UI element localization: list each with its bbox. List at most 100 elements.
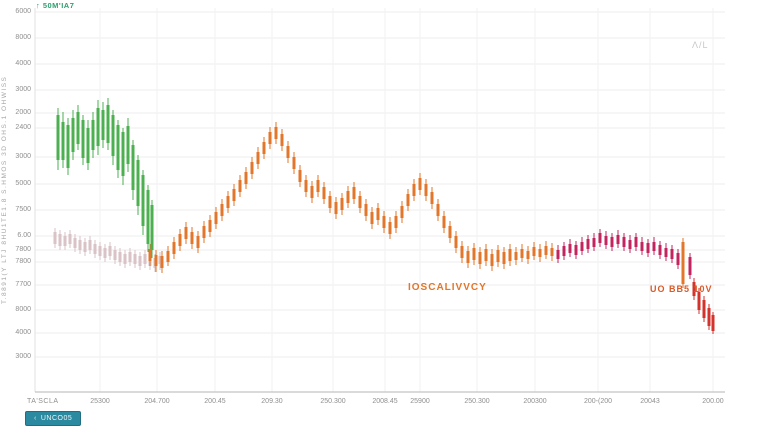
candle-body — [96, 108, 100, 146]
candle-body — [150, 205, 154, 250]
y-tick-label: 3000 — [15, 86, 31, 93]
candle-body — [322, 187, 326, 199]
candle-body — [280, 134, 284, 146]
timeframe-button-label: UNCO05 — [40, 414, 73, 422]
x-tick-label: 20043 — [640, 398, 660, 405]
candle-body — [108, 246, 112, 256]
y-tick-label: 3000 — [15, 353, 31, 360]
candle-body — [123, 254, 127, 264]
y-tick-label: 6000 — [15, 8, 31, 15]
candle-body — [262, 142, 266, 154]
candle-body — [81, 120, 85, 158]
candle-body — [116, 125, 120, 170]
candle-body — [352, 187, 356, 199]
candle-body — [364, 204, 368, 216]
candle-body — [128, 252, 132, 262]
candle-body — [61, 122, 65, 160]
candle-body — [586, 239, 590, 249]
candle-body — [226, 196, 230, 208]
ticker-label: ↑ 50M'IA7 — [36, 1, 75, 10]
candle-body — [316, 180, 320, 192]
chart-annotation: IOSCALIVVCY — [408, 282, 487, 293]
candle-body — [328, 196, 332, 208]
candle-body — [160, 256, 164, 268]
candle-body — [141, 175, 145, 226]
series-orange — [148, 122, 685, 288]
y-tick-label: 7800 — [15, 258, 31, 265]
y-tick-label: 3000 — [15, 153, 31, 160]
candle-body — [406, 194, 410, 206]
candle-body — [53, 232, 57, 244]
candle-body — [592, 238, 596, 247]
candle-body — [232, 189, 236, 201]
candle-body — [158, 256, 162, 264]
candle-body — [76, 112, 80, 144]
candle-body — [78, 240, 82, 250]
y-tick-label: 2400 — [15, 124, 31, 131]
candle-body — [304, 180, 308, 192]
candle-body — [202, 226, 206, 238]
series-red — [692, 278, 715, 334]
candle-body — [146, 190, 150, 244]
y-tick-label: 7700 — [15, 281, 31, 288]
candle-body — [514, 252, 518, 260]
candle-body — [692, 282, 696, 296]
candle-body — [148, 249, 152, 261]
y-tick-label: 4000 — [15, 60, 31, 67]
candle-body — [532, 247, 536, 256]
candle-body — [131, 145, 135, 190]
candle-body — [707, 308, 711, 326]
candle-body — [688, 257, 692, 275]
candle-body — [697, 292, 701, 310]
candle-body — [460, 246, 464, 258]
y-tick-label: 7500 — [15, 206, 31, 213]
candle-body — [568, 244, 572, 253]
candle-body — [143, 254, 147, 264]
candle-body — [310, 186, 314, 198]
candle-body — [83, 242, 87, 252]
candle-body — [711, 315, 715, 331]
x-tick-label: 200.00 — [702, 398, 724, 405]
y-tick-label: 6.00 — [17, 232, 31, 239]
candle-body — [111, 115, 115, 156]
candle-body — [166, 251, 170, 262]
x-tick-label: 250.300 — [320, 398, 346, 405]
timeframe-button[interactable]: ‹ UNCO05 — [25, 411, 82, 426]
candle-body — [208, 220, 212, 232]
candle-body — [484, 249, 488, 261]
candle-body — [58, 234, 62, 246]
candle-body — [250, 162, 254, 174]
candle-body — [133, 254, 137, 264]
candle-body — [286, 146, 290, 158]
candle-body — [220, 204, 224, 216]
candle-body — [376, 208, 380, 220]
candle-body — [442, 216, 446, 228]
candle-body — [238, 180, 242, 192]
candle-body — [502, 252, 506, 264]
candle-body — [478, 252, 482, 264]
candle-body — [658, 245, 662, 255]
candle-body — [154, 255, 158, 266]
candle-body — [214, 212, 218, 224]
x-tick-label: 200-(200 — [583, 398, 613, 405]
candle-body — [580, 242, 584, 251]
y-tick-label: 8000 — [15, 306, 31, 313]
candle-body — [118, 252, 122, 262]
candle-body — [106, 105, 110, 143]
candle-body — [292, 157, 296, 169]
candle-body — [334, 202, 338, 214]
candle-body — [136, 160, 140, 206]
candle-body — [56, 115, 60, 160]
candle-body — [340, 198, 344, 210]
candle-body — [244, 172, 248, 184]
y-tick-label: 7800 — [15, 246, 31, 253]
y-tick-label: 5000 — [15, 180, 31, 187]
x-tick-label: 204.700 — [144, 398, 170, 405]
candle-body — [178, 234, 182, 246]
series-pale-pink — [53, 228, 162, 272]
candle-body — [526, 251, 530, 259]
candle-body — [412, 184, 416, 196]
x-tick-label: 250.300 — [464, 398, 490, 405]
candle-body — [93, 244, 97, 254]
